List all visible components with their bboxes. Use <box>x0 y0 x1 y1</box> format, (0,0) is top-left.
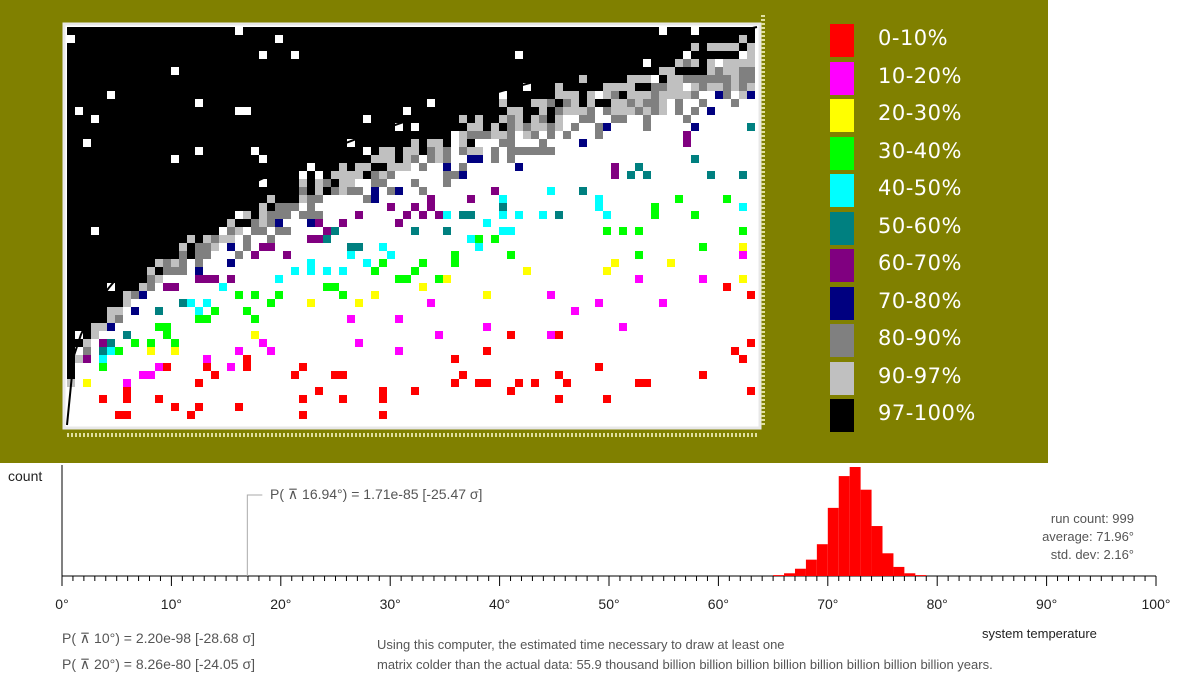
legend-label: 70-80% <box>878 288 962 313</box>
estimate-line-1: Using this computer, the estimated time … <box>377 637 785 652</box>
footnote-p20: P( ⊼ 20°) = 8.26e-80 [-24.05 σ] <box>62 656 255 672</box>
legend-entry: 70-80% <box>830 286 1030 320</box>
legend-entry: 50-60% <box>830 211 1030 245</box>
temperature-histogram <box>61 465 1157 586</box>
legend-entry: 20-30% <box>830 99 1030 132</box>
histogram-bar <box>915 575 927 576</box>
x-tick-label: 20° <box>270 596 292 612</box>
legend-label: 10-20% <box>878 63 962 88</box>
legend-swatch <box>830 24 854 57</box>
legend-swatch <box>830 99 854 132</box>
legend-entry: 10-20% <box>830 61 1030 95</box>
x-tick-label: 80° <box>926 596 948 612</box>
x-tick-label: 30° <box>379 596 401 612</box>
stat-average: average: 71.96° <box>1042 529 1134 544</box>
x-tick-label: 10° <box>160 596 182 612</box>
matrix-frame <box>62 22 762 430</box>
stat-run-count: run count: 999 <box>1050 511 1134 526</box>
x-tick-label: 100° <box>1141 596 1171 612</box>
legend-swatch <box>830 361 854 395</box>
histogram-bar <box>860 489 872 576</box>
x-axis-label: system temperature <box>982 626 1097 641</box>
histogram-bar <box>827 507 839 576</box>
x-tick-label: 70° <box>817 596 839 612</box>
legend-label: 60-70% <box>878 251 962 275</box>
legend-swatch <box>830 136 854 170</box>
histogram-bar <box>849 467 861 576</box>
x-tick-label: 60° <box>707 596 729 612</box>
legend-entry: 0-10% <box>830 24 1030 57</box>
annotation-leader-line <box>246 494 263 576</box>
legend-entry: 80-90% <box>830 324 1030 357</box>
legend-swatch <box>830 211 854 245</box>
legend-swatch <box>830 249 854 282</box>
legend-swatch <box>830 286 854 320</box>
x-tick-label: 0° <box>55 596 69 612</box>
histogram-bar <box>882 553 894 576</box>
x-tick-label: 90° <box>1036 596 1058 612</box>
legend-swatch <box>830 324 854 357</box>
legend-label: 97-100% <box>878 401 976 425</box>
stat-std-dev: std. dev: 2.16° <box>1050 547 1134 562</box>
threshold-annotation: P( ⊼ 16.94°) = 1.71e-85 [-25.47 σ] <box>270 486 483 502</box>
x-tick-label: 50° <box>598 596 620 612</box>
legend-label: 0-10% <box>878 26 949 50</box>
histogram-bar <box>794 568 806 576</box>
legend-swatch <box>830 174 854 207</box>
histogram-bar <box>805 559 817 576</box>
matrix-panel <box>0 0 1048 463</box>
legend-entry: 40-50% <box>830 174 1030 207</box>
histogram-bar <box>773 575 785 576</box>
legend-entry: 97-100% <box>830 399 1030 432</box>
threshold-curve <box>66 26 758 426</box>
histogram-bar <box>838 476 850 576</box>
legend-entry: 30-40% <box>830 136 1030 170</box>
legend-label: 80-90% <box>878 326 962 350</box>
histogram-bar <box>871 526 883 576</box>
legend-label: 50-60% <box>878 213 962 238</box>
histogram-bar <box>784 573 795 576</box>
footnote-p10: P( ⊼ 10°) = 2.20e-98 [-28.68 σ] <box>62 630 255 646</box>
legend-entry: 60-70% <box>830 249 1030 282</box>
matrix-cells <box>67 27 755 419</box>
legend-swatch <box>830 61 854 95</box>
histogram-bar <box>904 573 916 576</box>
x-tick-label: 40° <box>489 596 511 612</box>
legend-label: 20-30% <box>878 101 962 125</box>
legend-label: 40-50% <box>878 176 962 200</box>
matrix-heatmap <box>62 15 765 437</box>
histogram-bar <box>816 544 828 576</box>
legend-swatch <box>830 399 854 432</box>
histogram-bar <box>893 566 905 576</box>
legend-label: 90-97% <box>878 363 962 388</box>
y-axis-label: count <box>8 468 43 484</box>
estimate-line-2: matrix colder than the actual data: 55.9… <box>377 657 993 672</box>
legend-entry: 90-97% <box>830 361 1030 395</box>
legend-label: 30-40% <box>878 138 962 163</box>
